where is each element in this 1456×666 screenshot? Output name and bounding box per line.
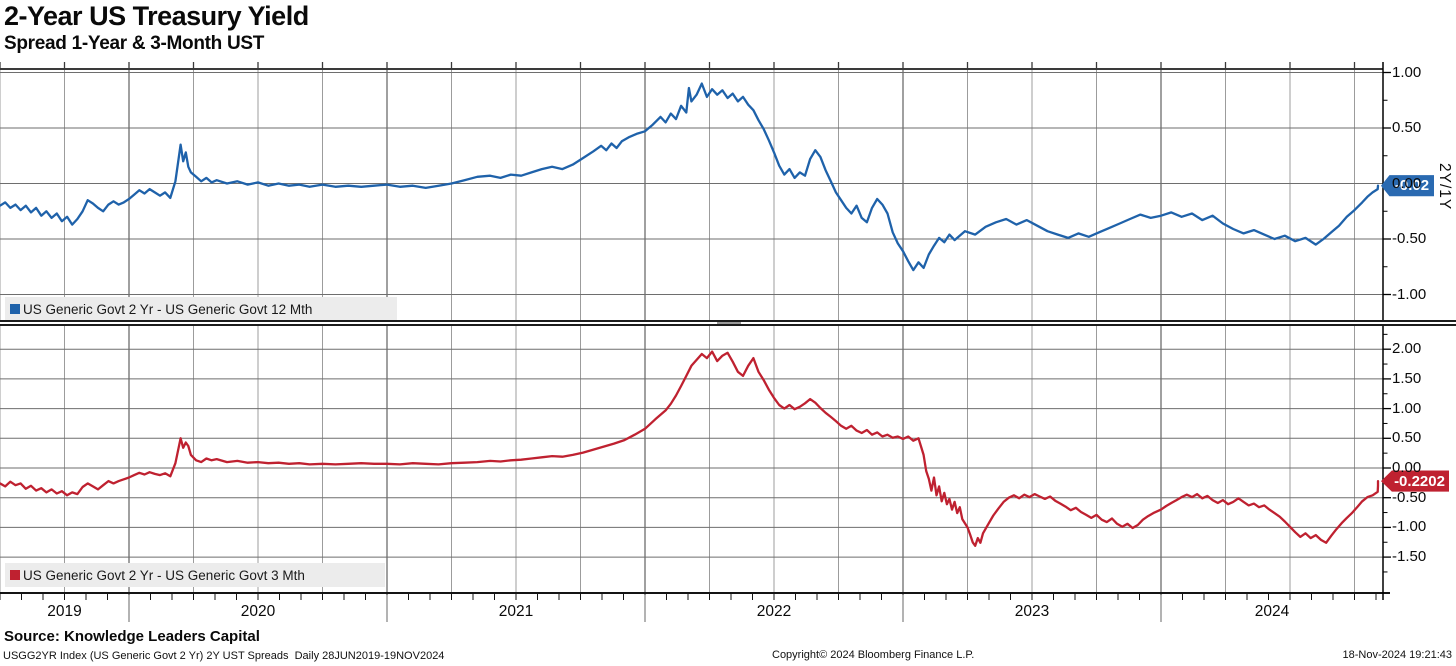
y-tick-label-bottom: 1.00 bbox=[1392, 399, 1422, 417]
last-value-badge-bottom: -0.2202 bbox=[1381, 470, 1449, 492]
y-tick-label-bottom: -1.00 bbox=[1392, 518, 1427, 536]
splitter-grip[interactable] bbox=[717, 322, 741, 324]
y-tick-label-top: -1.00 bbox=[1392, 285, 1427, 303]
y-tick-label-bottom: -1.50 bbox=[1392, 548, 1427, 566]
y-tick-label-bottom: 0.00 bbox=[1392, 459, 1422, 476]
panel-splitter[interactable] bbox=[0, 320, 1456, 326]
last-value-top: -0.02 bbox=[1394, 177, 1430, 195]
x-year-label: 2022 bbox=[756, 603, 792, 620]
y-tick-label-top: 0.00 bbox=[1392, 174, 1422, 192]
page-title: 2-Year US Treasury Yield bbox=[4, 1, 309, 31]
y-tick-label-top: -0.50 bbox=[1392, 230, 1427, 247]
source-credit: Source: Knowledge Leaders Capital bbox=[4, 628, 260, 645]
series-line-top bbox=[0, 82, 1380, 272]
x-year-label: 2024 bbox=[1254, 603, 1290, 620]
x-year-label: 2021 bbox=[498, 603, 534, 620]
page-subtitle: Spread 1-Year & 3-Month UST bbox=[4, 33, 265, 54]
last-value-bottom: -0.2202 bbox=[1394, 472, 1445, 490]
y-tick-label-bottom: 1.50 bbox=[1392, 369, 1422, 387]
legend-marker-blue-icon bbox=[10, 304, 20, 314]
y-tick-label-bottom: 2.00 bbox=[1392, 340, 1422, 358]
y-tick-label-top: 1.00 bbox=[1392, 63, 1422, 81]
legend-marker-red-icon bbox=[10, 570, 20, 580]
y-tick-label-bottom: 0.50 bbox=[1392, 429, 1422, 447]
timestamp-text: 18-Nov-2024 19:21:43 bbox=[1342, 649, 1452, 661]
x-year-label: 2023 bbox=[1014, 603, 1050, 620]
ticker-description: USGG2YR Index (US Generic Govt 2 Yr) 2Y … bbox=[3, 650, 445, 662]
x-year-label: 2019 bbox=[47, 603, 82, 620]
legend-top-label: US Generic Govt 2 Yr - US Generic Govt 1… bbox=[23, 301, 313, 317]
y-tick-label-top: 0.50 bbox=[1392, 119, 1422, 136]
last-value-badge-top: -0.02 bbox=[1381, 175, 1434, 197]
right-axis-name: 2Y/1Y bbox=[1436, 163, 1453, 211]
copyright-text: Copyright© 2024 Bloomberg Finance L.P. bbox=[772, 649, 975, 661]
legend-bottom-panel[interactable]: US Generic Govt 2 Yr - US Generic Govt 3… bbox=[5, 563, 385, 587]
legend-top-panel[interactable]: US Generic Govt 2 Yr - US Generic Govt 1… bbox=[5, 297, 397, 321]
y-tick-label-bottom: -0.50 bbox=[1392, 488, 1427, 506]
legend-bottom-label: US Generic Govt 2 Yr - US Generic Govt 3… bbox=[23, 567, 305, 583]
x-year-label: 2020 bbox=[240, 603, 276, 620]
series-line-bottom bbox=[0, 350, 1380, 547]
